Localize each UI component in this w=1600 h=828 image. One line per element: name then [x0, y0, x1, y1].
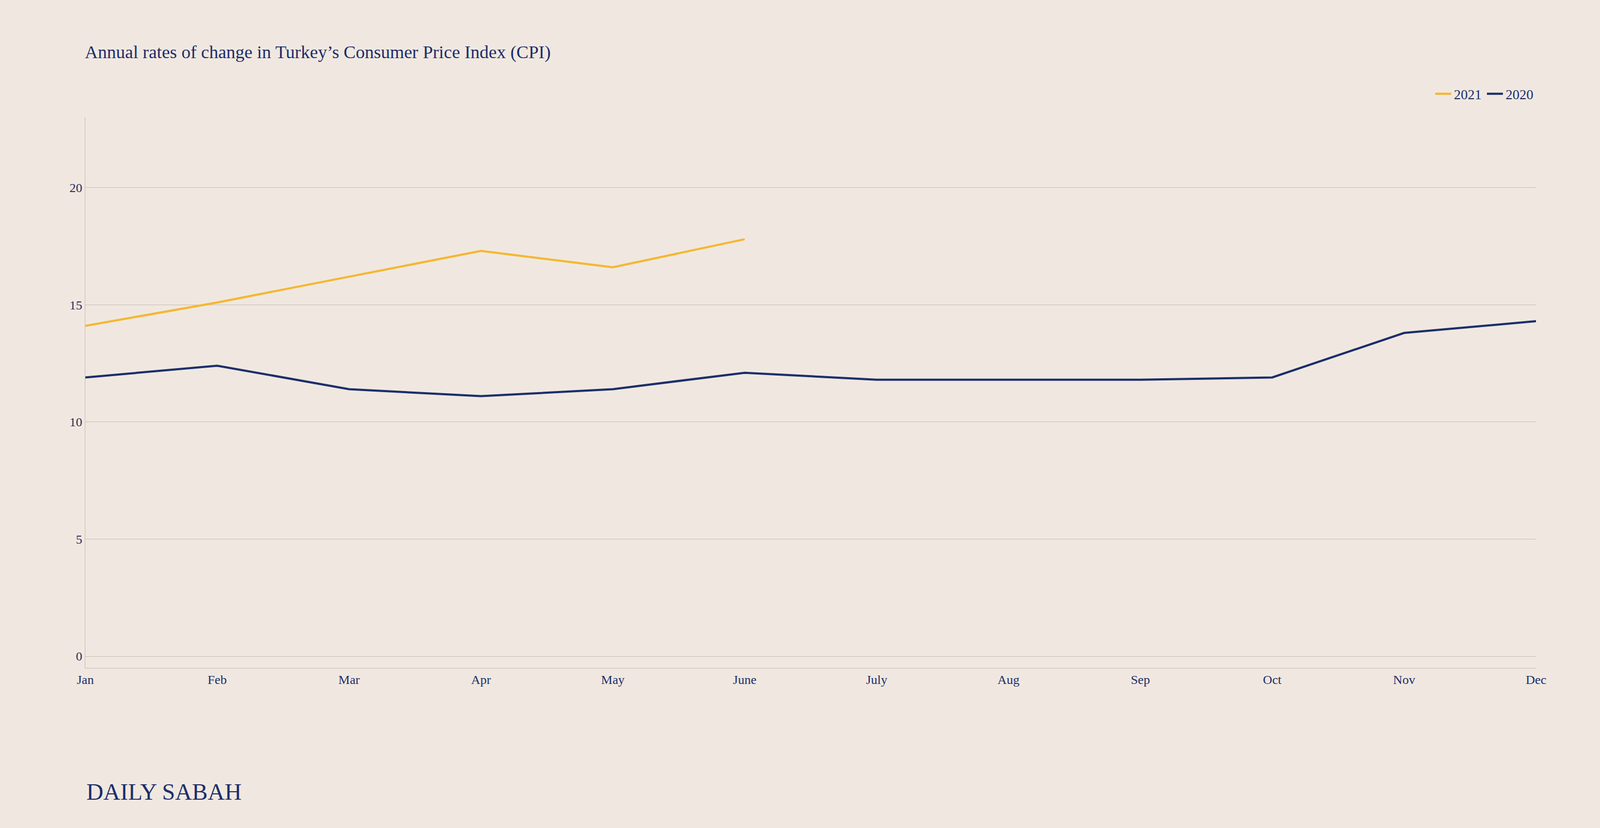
- svg-text:July: July: [866, 672, 888, 687]
- svg-text:5: 5: [75, 532, 83, 547]
- svg-text:2021: 2021: [1453, 86, 1482, 103]
- svg-text:20: 20: [69, 180, 83, 195]
- svg-text:DAILY SABAH: DAILY SABAH: [86, 778, 242, 805]
- svg-text:Oct: Oct: [1262, 672, 1282, 687]
- svg-text:Annual rates of change in Turk: Annual rates of change in Turkey’s Consu…: [84, 42, 551, 63]
- svg-text:10: 10: [69, 414, 83, 429]
- svg-text:Apr: Apr: [470, 672, 491, 687]
- svg-text:15: 15: [69, 298, 83, 312]
- svg-text:Jan: Jan: [76, 672, 94, 687]
- svg-text:2020: 2020: [1505, 86, 1534, 103]
- svg-text:Feb: Feb: [207, 672, 227, 687]
- svg-text:Dec: Dec: [1525, 672, 1547, 687]
- svg-text:May: May: [601, 672, 625, 687]
- svg-text:Mar: Mar: [338, 672, 360, 687]
- svg-text:Nov: Nov: [1393, 672, 1415, 687]
- svg-text:0: 0: [75, 649, 83, 663]
- svg-text:June: June: [732, 672, 757, 687]
- svg-text:Sep: Sep: [1130, 672, 1150, 687]
- svg-text:Aug: Aug: [997, 672, 1020, 687]
